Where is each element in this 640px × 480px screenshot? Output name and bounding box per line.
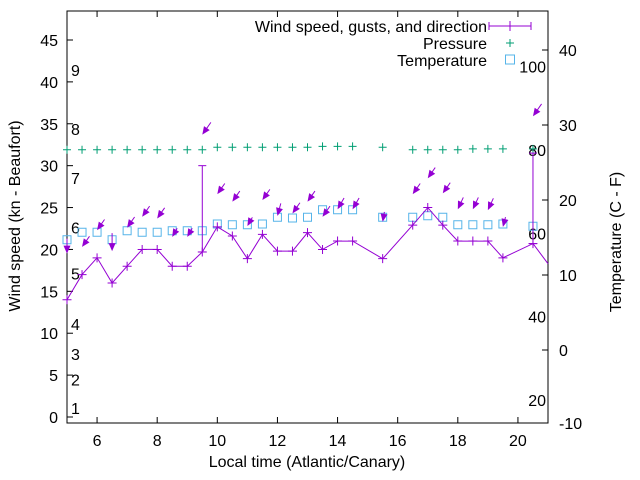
svg-text:0: 0 bbox=[49, 410, 58, 427]
svg-text:35: 35 bbox=[40, 117, 58, 134]
svg-text:7: 7 bbox=[71, 171, 80, 188]
legend-label-pressure: Pressure bbox=[423, 36, 487, 53]
svg-text:1: 1 bbox=[71, 401, 80, 418]
svg-text:10: 10 bbox=[40, 326, 58, 343]
right-axis-title: Temperature (C - F) bbox=[608, 172, 625, 312]
temperature-series bbox=[62, 205, 538, 245]
svg-text:10: 10 bbox=[208, 433, 226, 450]
svg-text:40: 40 bbox=[559, 43, 577, 60]
svg-text:20: 20 bbox=[40, 242, 58, 259]
svg-text:15: 15 bbox=[40, 284, 58, 301]
svg-text:12: 12 bbox=[269, 433, 287, 450]
legend-label-wind: Wind speed, gusts, and direction bbox=[255, 19, 487, 36]
svg-text:3: 3 bbox=[71, 347, 80, 364]
svg-text:40: 40 bbox=[40, 75, 58, 92]
svg-text:14: 14 bbox=[329, 433, 347, 450]
svg-text:80: 80 bbox=[528, 143, 546, 160]
svg-text:6: 6 bbox=[93, 433, 102, 450]
x-axis-title: Local time (Atlantic/Canary) bbox=[209, 454, 406, 471]
svg-text:18: 18 bbox=[449, 433, 467, 450]
svg-text:20: 20 bbox=[559, 193, 577, 210]
svg-text:40: 40 bbox=[528, 310, 546, 327]
svg-text:6: 6 bbox=[71, 221, 80, 238]
axes: 6 8 10 12 14 16 18 20051015202530354045-1001020… bbox=[40, 10, 582, 450]
svg-text:10: 10 bbox=[559, 268, 577, 285]
wind-series bbox=[62, 103, 549, 305]
svg-text:20: 20 bbox=[509, 433, 527, 450]
svg-text:8: 8 bbox=[153, 433, 162, 450]
legend-markers bbox=[488, 21, 532, 65]
svg-text:8: 8 bbox=[71, 122, 80, 139]
svg-text:-10: -10 bbox=[559, 416, 582, 433]
svg-text:4: 4 bbox=[71, 317, 80, 334]
pressure-series bbox=[63, 142, 537, 154]
svg-text:0: 0 bbox=[559, 343, 568, 360]
svg-text:30: 30 bbox=[559, 118, 577, 135]
svg-text:16: 16 bbox=[389, 433, 407, 450]
svg-text:5: 5 bbox=[49, 368, 58, 385]
svg-text:25: 25 bbox=[40, 201, 58, 218]
svg-text:9: 9 bbox=[71, 63, 80, 80]
legend-label-temperature: Temperature bbox=[397, 53, 487, 70]
svg-text:100: 100 bbox=[519, 60, 546, 77]
svg-text:45: 45 bbox=[40, 33, 58, 50]
svg-text:30: 30 bbox=[40, 159, 58, 176]
left-axis-title: Wind speed (kn - Beaufort) bbox=[7, 120, 24, 311]
svg-text:2: 2 bbox=[71, 372, 80, 389]
svg-text:20: 20 bbox=[528, 393, 546, 410]
svg-text:5: 5 bbox=[71, 267, 80, 284]
